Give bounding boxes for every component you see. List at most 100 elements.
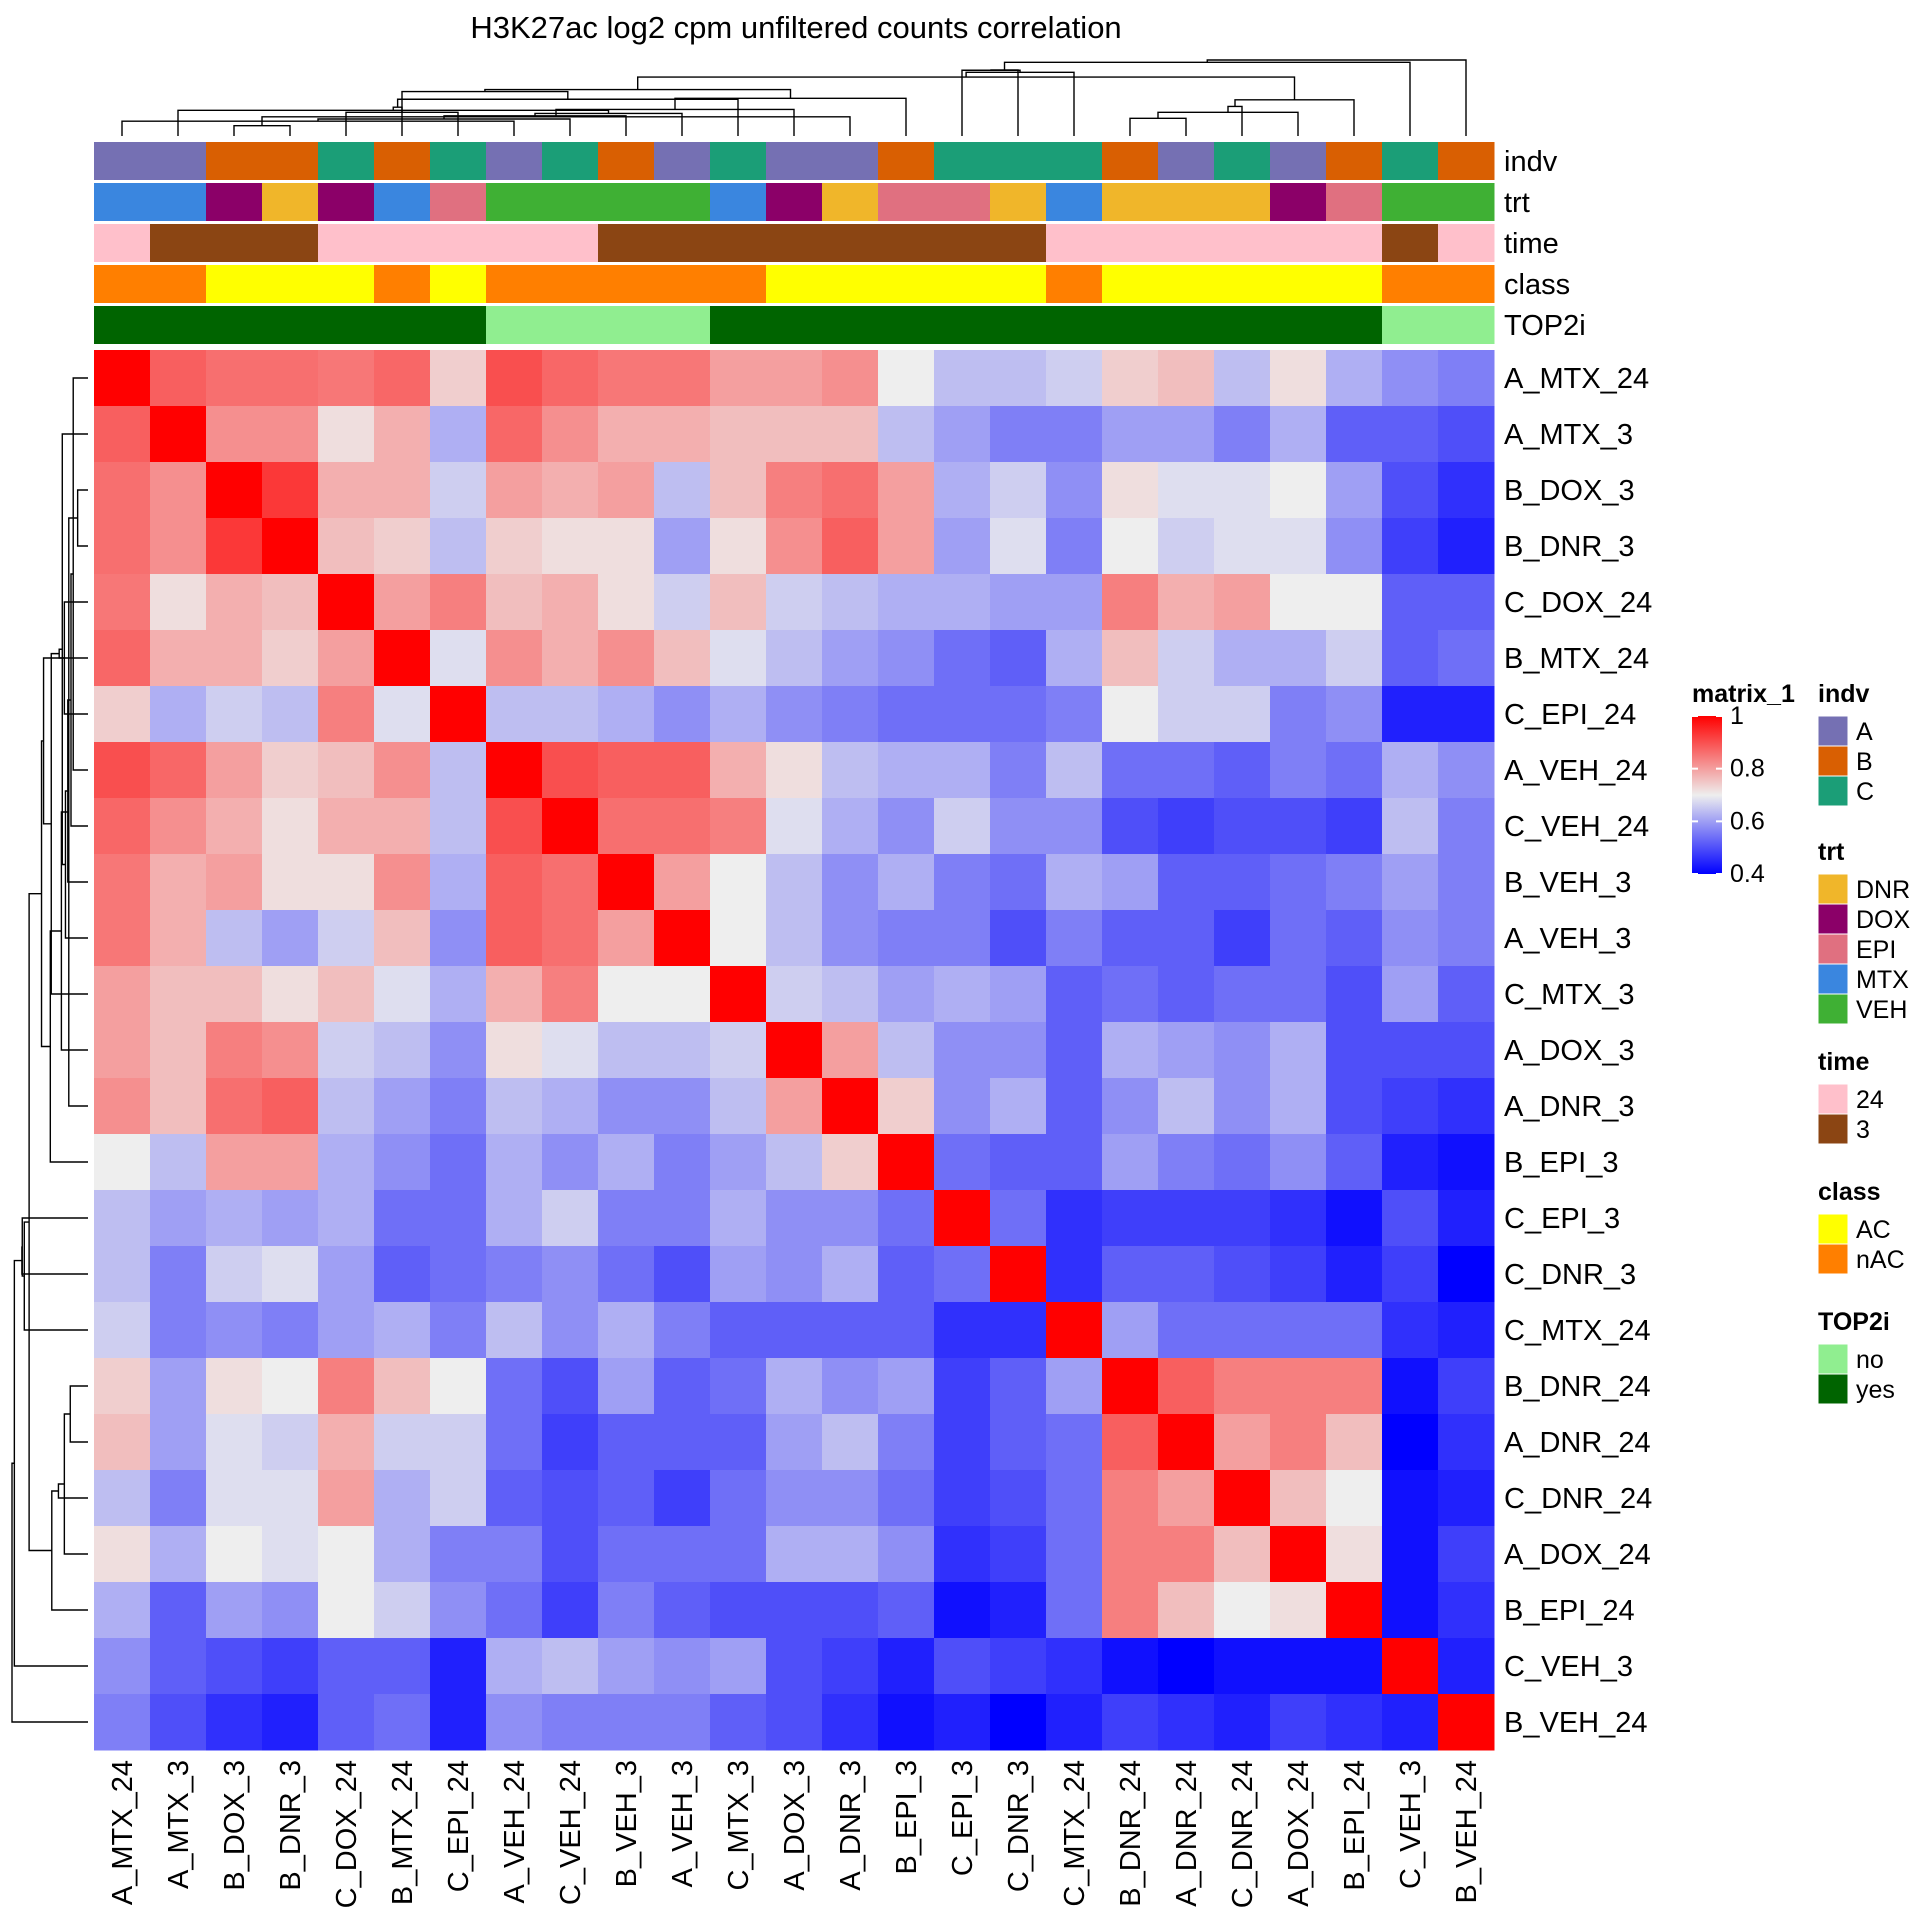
heatmap-cell [262,406,319,463]
heatmap-cell [822,1526,879,1583]
heatmap-cell [94,462,151,519]
heatmap-cell [1102,1470,1159,1527]
annotation-cell [1270,306,1327,344]
annotation-cell [598,142,655,180]
heatmap-cell [1214,630,1271,687]
annotation-cell [766,306,823,344]
heatmap-cell [262,1190,319,1247]
annotation-cell [1438,224,1495,262]
heatmap-cell [1382,1302,1439,1359]
heatmap-cell [1158,1190,1215,1247]
heatmap-cell [1102,518,1159,575]
column-label: A_VEH_3 [667,1760,699,1887]
legend-label: 3 [1856,1116,1870,1144]
heatmap-cell [1382,1190,1439,1247]
heatmap-cell [262,1302,319,1359]
heatmap-cell [766,1582,823,1639]
heatmap-cell [822,350,879,407]
annotation-cell [94,142,151,180]
heatmap-cell [1214,1638,1271,1695]
annotation-cell [1270,265,1327,303]
heatmap-cell [1382,1638,1439,1695]
heatmap-cell [766,1246,823,1303]
heatmap-cell [94,1638,151,1695]
heatmap-cell [1158,518,1215,575]
annotation-cell [150,306,207,344]
heatmap-cell [318,1134,375,1191]
heatmap-cell [766,1470,823,1527]
heatmap-cell [486,910,543,967]
heatmap-cell [206,798,263,855]
heatmap-cell [206,742,263,799]
legend-label: VEH [1856,996,1907,1024]
heatmap-cell [710,1358,767,1415]
legend-label: 24 [1856,1086,1884,1114]
heatmap-cell [430,1526,487,1583]
heatmap-cell [878,1526,935,1583]
heatmap-cell [1158,350,1215,407]
heatmap-cell [1214,1526,1271,1583]
heatmap-cell [486,966,543,1023]
heatmap-cell [262,742,319,799]
legend-swatch [1817,775,1849,807]
heatmap-cell [654,1302,711,1359]
heatmap-cell [1382,1526,1439,1583]
dendrogram-branch [990,69,1019,136]
color-scale-bar [1692,716,1722,874]
heatmap-cell [318,966,375,1023]
heatmap-cell [766,1134,823,1191]
heatmap-cell [1270,1414,1327,1471]
annotation-cell [654,224,711,262]
legend-label: MTX [1856,966,1909,994]
heatmap-cell [990,1078,1047,1135]
heatmap-cell [1270,966,1327,1023]
heatmap-cell [486,518,543,575]
heatmap-cell [1046,462,1103,519]
annotation-cell [486,224,543,262]
annotation-cell [934,265,991,303]
dendrogram-branch [21,1217,88,1277]
heatmap-cell [934,854,991,911]
legend-swatch [1817,715,1849,747]
heatmap-cell [1438,1078,1495,1135]
annotation-cell [1382,265,1439,303]
row-label: C_MTX_24 [1504,1315,1651,1347]
dendrogram-branch [534,112,683,136]
heatmap-cell [710,1246,767,1303]
heatmap-cell [654,1526,711,1583]
heatmap-cell [206,1470,263,1527]
heatmap-cell [1438,854,1495,911]
heatmap-cell [598,966,655,1023]
heatmap-cell [94,1190,151,1247]
annotation-cell [654,265,711,303]
annotation-cell [822,265,879,303]
heatmap-cell [94,1246,151,1303]
annotation-cell [374,142,431,180]
annotation-cell [822,142,879,180]
column-label: C_EPI_24 [443,1760,475,1892]
heatmap-cell [374,966,431,1023]
heatmap-cell [486,406,543,463]
annotation-cell [318,265,375,303]
heatmap-cell [878,742,935,799]
heatmap-cell [430,1582,487,1639]
heatmap-cell [1270,574,1327,631]
heatmap-cell [1214,518,1271,575]
column-label: A_VEH_24 [499,1760,531,1904]
annotation-cell [1158,306,1215,344]
heatmap-cell [150,966,207,1023]
heatmap-cell [94,742,151,799]
legend-label: DNR [1856,876,1910,904]
heatmap-cell [1046,1638,1103,1695]
heatmap-cell [1382,686,1439,743]
legend-title: indv [1818,680,1869,708]
heatmap-cell [94,1526,151,1583]
heatmap-cell [598,742,655,799]
heatmap-cell [822,1302,879,1359]
annotation-cell [1214,142,1271,180]
heatmap-cell [262,1078,319,1135]
heatmap-cell [150,462,207,519]
annotation-cell [430,183,487,221]
heatmap-cell [878,686,935,743]
heatmap-cell [1270,1526,1327,1583]
